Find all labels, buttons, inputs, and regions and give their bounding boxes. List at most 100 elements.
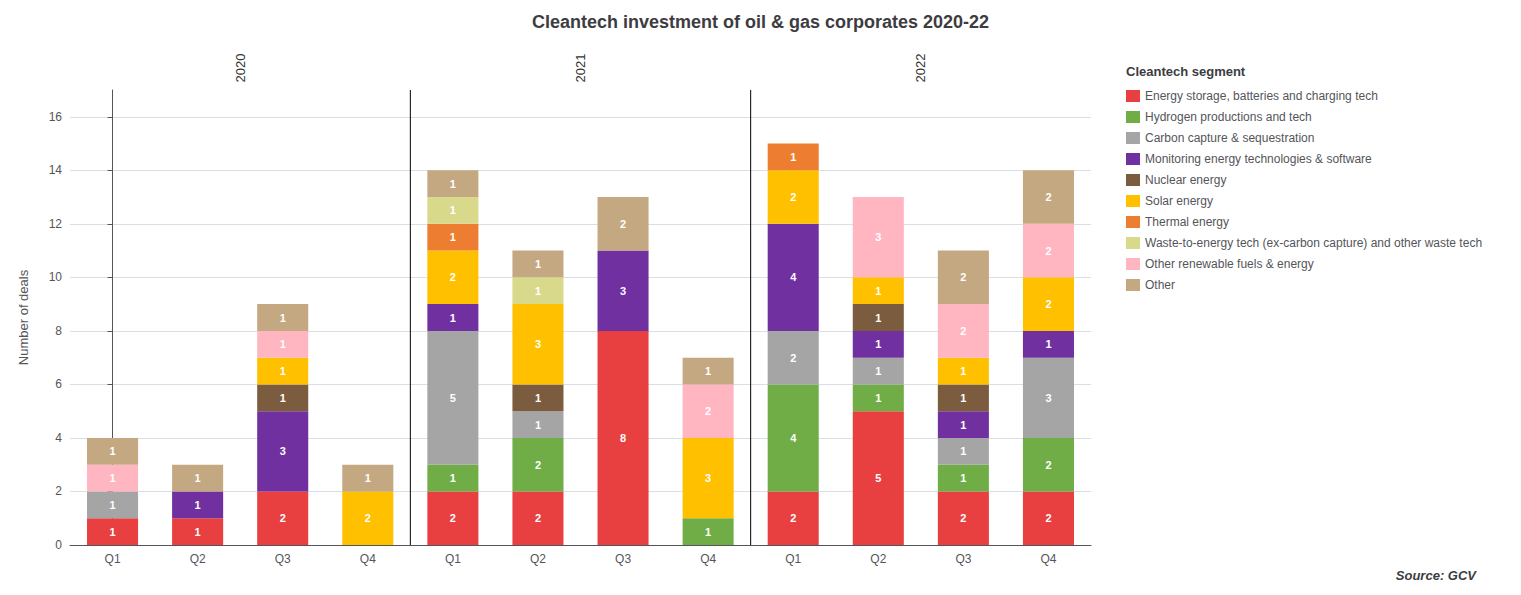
svg-text:Q4: Q4 [1040,552,1056,566]
svg-text:1: 1 [280,338,286,350]
svg-text:1: 1 [535,285,541,297]
svg-text:1: 1 [195,526,201,538]
svg-text:4: 4 [790,271,797,283]
svg-text:2: 2 [790,352,796,364]
svg-text:4: 4 [55,431,62,445]
svg-text:1: 1 [875,285,881,297]
svg-text:10: 10 [49,270,63,284]
svg-text:3: 3 [1045,392,1051,404]
svg-text:1: 1 [450,178,456,190]
svg-text:1: 1 [365,472,371,484]
svg-text:Source: GCV: Source: GCV [1396,568,1478,583]
svg-text:16: 16 [49,110,63,124]
svg-text:Solar energy: Solar energy [1145,194,1213,208]
svg-text:1: 1 [195,499,201,511]
svg-text:6: 6 [55,377,62,391]
svg-text:3: 3 [535,338,541,350]
svg-text:2: 2 [1045,459,1051,471]
svg-text:8: 8 [55,324,62,338]
svg-text:Nuclear energy: Nuclear energy [1145,173,1226,187]
svg-text:Other renewable fuels & energy: Other renewable fuels & energy [1145,257,1314,271]
svg-text:2: 2 [705,405,711,417]
svg-text:1: 1 [450,204,456,216]
svg-text:2: 2 [1045,191,1051,203]
svg-text:2: 2 [55,484,62,498]
svg-text:1: 1 [705,526,711,538]
svg-text:1: 1 [280,365,286,377]
svg-text:2: 2 [960,325,966,337]
svg-text:2: 2 [960,512,966,524]
svg-text:1: 1 [875,392,881,404]
svg-text:Q3: Q3 [955,552,971,566]
svg-text:Cleantech segment: Cleantech segment [1126,64,1246,79]
svg-text:2: 2 [1045,298,1051,310]
svg-text:2: 2 [280,512,286,524]
svg-text:5: 5 [875,472,881,484]
svg-text:2: 2 [450,512,456,524]
svg-text:3: 3 [705,472,711,484]
svg-text:Q2: Q2 [190,552,206,566]
svg-text:Number of deals: Number of deals [16,269,31,365]
svg-text:1: 1 [109,526,115,538]
svg-text:Q3: Q3 [615,552,631,566]
svg-text:1: 1 [109,499,115,511]
svg-text:14: 14 [49,163,63,177]
svg-text:2: 2 [450,271,456,283]
svg-text:1: 1 [875,365,881,377]
svg-text:Energy storage, batteries and: Energy storage, batteries and charging t… [1145,89,1378,103]
svg-text:Carbon capture & sequestration: Carbon capture & sequestration [1145,131,1314,145]
svg-text:1: 1 [109,445,115,457]
svg-text:2022: 2022 [913,54,928,83]
svg-text:2: 2 [1045,512,1051,524]
svg-text:2021: 2021 [573,54,588,83]
svg-text:2: 2 [960,271,966,283]
svg-text:Other: Other [1145,278,1175,292]
svg-text:1: 1 [875,312,881,324]
svg-text:Q4: Q4 [700,552,716,566]
svg-text:1: 1 [960,445,966,457]
svg-text:2: 2 [1045,245,1051,257]
svg-text:2: 2 [790,512,796,524]
svg-text:1: 1 [535,258,541,270]
svg-text:1: 1 [280,312,286,324]
svg-text:2: 2 [535,512,541,524]
svg-text:Q3: Q3 [275,552,291,566]
svg-text:1: 1 [960,419,966,431]
svg-text:5: 5 [450,392,456,404]
svg-text:0: 0 [55,538,62,552]
svg-text:1: 1 [109,472,115,484]
svg-text:Cleantech investment of oil &: Cleantech investment of oil & gas corpor… [532,12,989,32]
svg-text:Thermal energy: Thermal energy [1145,215,1229,229]
svg-text:1: 1 [790,151,796,163]
svg-text:Q1: Q1 [105,552,121,566]
svg-text:1: 1 [450,231,456,243]
svg-text:3: 3 [280,445,286,457]
svg-text:1: 1 [960,472,966,484]
svg-text:3: 3 [620,285,626,297]
svg-text:Q1: Q1 [445,552,461,566]
svg-text:1: 1 [1045,338,1051,350]
svg-text:1: 1 [535,419,541,431]
svg-text:1: 1 [705,365,711,377]
svg-text:2: 2 [620,218,626,230]
svg-text:8: 8 [620,432,626,444]
svg-text:1: 1 [875,338,881,350]
svg-text:1: 1 [535,392,541,404]
svg-text:2: 2 [790,191,796,203]
svg-text:Monitoring energy technologies: Monitoring energy technologies & softwar… [1145,152,1372,166]
svg-text:1: 1 [960,365,966,377]
svg-text:2: 2 [365,512,371,524]
svg-text:4: 4 [790,432,797,444]
svg-text:1: 1 [280,392,286,404]
svg-text:1: 1 [450,472,456,484]
svg-text:Hydrogen productions and tech: Hydrogen productions and tech [1145,110,1312,124]
svg-text:Q1: Q1 [785,552,801,566]
svg-text:Waste-to-energy tech (ex-carbo: Waste-to-energy tech (ex-carbon capture)… [1145,236,1482,250]
svg-text:12: 12 [49,217,63,231]
svg-text:2020: 2020 [233,54,248,83]
svg-text:1: 1 [450,312,456,324]
svg-text:Q2: Q2 [530,552,546,566]
svg-text:3: 3 [875,231,881,243]
svg-text:1: 1 [960,392,966,404]
svg-text:2: 2 [535,459,541,471]
